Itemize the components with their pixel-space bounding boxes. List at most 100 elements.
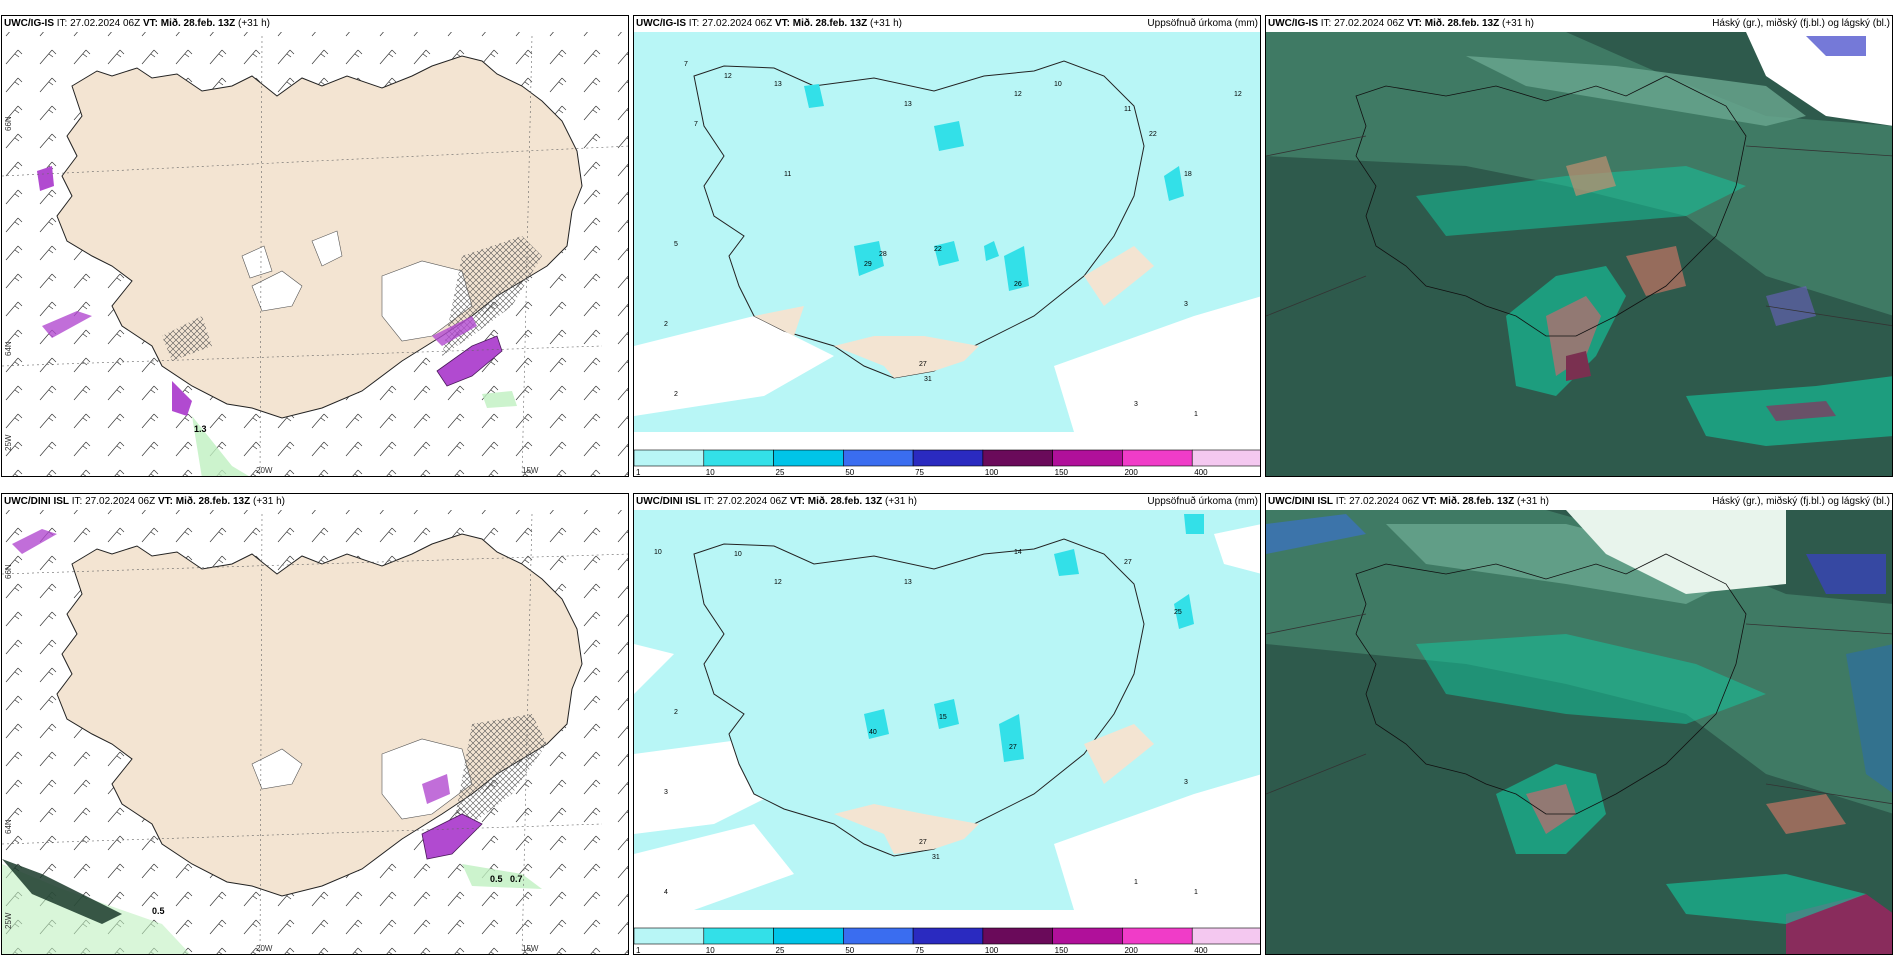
svg-text:13: 13 — [774, 81, 782, 88]
colorbar-label: 25 — [776, 946, 785, 954]
lon-label: 20W — [256, 944, 272, 953]
svg-text:25: 25 — [1174, 609, 1182, 616]
value-label: 0.7 — [510, 874, 523, 884]
svg-text:10: 10 — [734, 551, 742, 558]
svg-text:13: 13 — [904, 579, 912, 586]
colorbar-swatch — [1192, 928, 1260, 944]
map-panel-6: UWC/DINI ISL IT: 27.02.2024 06Z VT: Mið.… — [1265, 493, 1893, 955]
colorbar-swatch — [704, 450, 774, 466]
svg-text:4: 4 — [664, 889, 668, 896]
colorbar-swatch — [843, 450, 913, 466]
lon-label: 20W — [256, 466, 272, 475]
lat-label: 66N — [4, 564, 13, 579]
svg-text:3: 3 — [1184, 301, 1188, 308]
svg-text:31: 31 — [932, 854, 940, 861]
wind-map: 0.5 0.5 0.7 — [2, 494, 629, 955]
colorbar-label: 75 — [915, 946, 924, 954]
svg-text:14: 14 — [1014, 549, 1022, 556]
svg-text:12: 12 — [1014, 91, 1022, 98]
svg-text:27: 27 — [1009, 744, 1017, 751]
lat-label: 64N — [4, 341, 13, 356]
svg-text:12: 12 — [774, 579, 782, 586]
svg-text:40: 40 — [869, 729, 877, 736]
colorbar-swatch — [843, 928, 913, 944]
colorbar-swatch — [1122, 450, 1192, 466]
map-panel-4: UWC/DINI ISL IT: 27.02.2024 06Z VT: Mið.… — [1, 493, 629, 955]
svg-text:2: 2 — [674, 391, 678, 398]
svg-text:5: 5 — [674, 241, 678, 248]
map-panel-1: UWC/IG-IS IT: 27.02.2024 06Z VT: Mið. 28… — [1, 15, 629, 477]
colorbar-swatch — [983, 928, 1053, 944]
colorbar-label: 100 — [985, 468, 999, 476]
colorbar-swatch — [1192, 450, 1260, 466]
svg-text:3: 3 — [1184, 779, 1188, 786]
colorbar-label: 75 — [915, 468, 924, 476]
svg-text:22: 22 — [1149, 131, 1157, 138]
colorbar-swatch — [774, 928, 844, 944]
value-label: 0.5 — [490, 874, 503, 884]
svg-text:3: 3 — [664, 789, 668, 796]
colorbar-swatch — [1053, 450, 1123, 466]
svg-text:27: 27 — [919, 839, 927, 846]
cloud-map — [1266, 494, 1893, 955]
colorbar-swatch — [913, 928, 983, 944]
svg-text:7: 7 — [684, 61, 688, 68]
svg-text:1: 1 — [1134, 879, 1138, 886]
colorbar-swatch — [1122, 928, 1192, 944]
value-label: 1.3 — [194, 424, 207, 434]
svg-text:15: 15 — [939, 714, 947, 721]
colorbar-swatch — [913, 450, 983, 466]
lat-label: 25W — [4, 913, 13, 929]
svg-text:11: 11 — [784, 171, 791, 178]
colorbar-label: 50 — [845, 468, 854, 476]
svg-text:11: 11 — [1124, 106, 1131, 113]
colorbar-label: 10 — [706, 468, 715, 476]
svg-text:13: 13 — [904, 101, 912, 108]
colorbar-label: 200 — [1124, 946, 1138, 954]
colorbar-label: 150 — [1055, 946, 1069, 954]
svg-text:18: 18 — [1184, 171, 1192, 178]
colorbar-label: 25 — [776, 468, 785, 476]
svg-text:12: 12 — [724, 73, 732, 80]
svg-text:27: 27 — [919, 361, 927, 368]
svg-text:1: 1 — [1194, 411, 1198, 418]
svg-text:10: 10 — [654, 549, 662, 556]
svg-text:26: 26 — [1014, 281, 1022, 288]
colorbar-swatch — [704, 928, 774, 944]
lat-label: 25W — [4, 435, 13, 451]
colorbar-label: 100 — [985, 946, 999, 954]
colorbar-swatch — [634, 450, 704, 466]
colorbar-label: 1 — [636, 468, 641, 476]
lon-label: 15W — [522, 466, 538, 475]
svg-text:2: 2 — [674, 709, 678, 716]
map-panel-2: UWC/IG-IS IT: 27.02.2024 06Z VT: Mið. 28… — [633, 15, 1261, 477]
colorbar-label: 50 — [845, 946, 854, 954]
svg-text:1: 1 — [1194, 889, 1198, 896]
lat-label: 66N — [4, 116, 13, 131]
svg-text:3: 3 — [1134, 401, 1138, 408]
value-label: 0.5 — [152, 906, 165, 916]
colorbar-label: 1 — [636, 946, 641, 954]
colorbar: 1 10 25 50 75 100 150 200 400 — [634, 448, 1260, 476]
colorbar-swatch — [774, 450, 844, 466]
colorbar-label: 10 — [706, 946, 715, 954]
colorbar-label: 200 — [1124, 468, 1138, 476]
svg-text:28: 28 — [879, 251, 887, 258]
colorbar-label: 400 — [1194, 468, 1208, 476]
colorbar-swatch — [983, 450, 1053, 466]
svg-text:10: 10 — [1054, 81, 1062, 88]
svg-text:31: 31 — [924, 376, 932, 383]
colorbar-label: 400 — [1194, 946, 1208, 954]
cloud-map — [1266, 16, 1893, 477]
map-panel-3: UWC/IG-IS IT: 27.02.2024 06Z VT: Mið. 28… — [1265, 15, 1893, 477]
svg-text:29: 29 — [864, 261, 872, 268]
colorbar-swatch — [1053, 928, 1123, 944]
lat-label: 64N — [4, 819, 13, 834]
map-panel-5: UWC/DINI ISL IT: 27.02.2024 06Z VT: Mið.… — [633, 493, 1261, 955]
svg-text:27: 27 — [1124, 559, 1132, 566]
colorbar-swatch — [634, 928, 704, 944]
svg-text:2: 2 — [664, 321, 668, 328]
svg-text:22: 22 — [934, 246, 942, 253]
